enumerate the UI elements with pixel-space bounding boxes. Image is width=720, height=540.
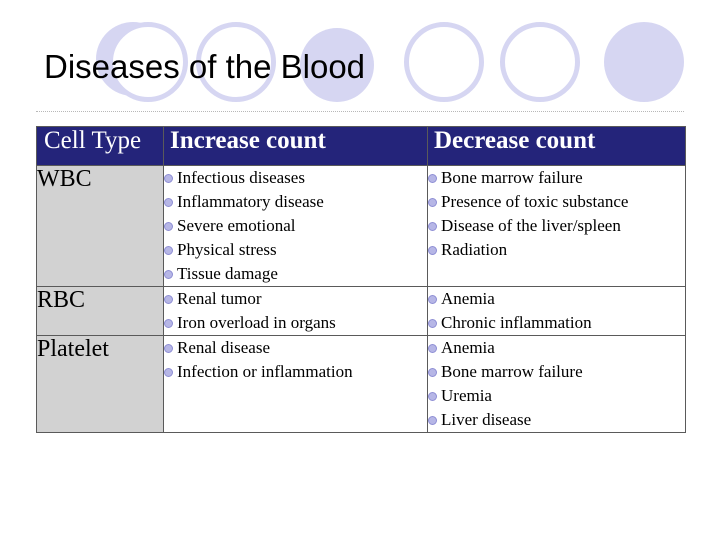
- header-decrease-count: Decrease count: [427, 126, 686, 166]
- increase-list: Infectious diseases Inflammatory disease…: [164, 166, 427, 286]
- cell-type-platelet: Platelet: [36, 335, 164, 433]
- bullet-dot-icon: [428, 221, 437, 231]
- table-header-row: Cell Type Increase count Decrease count: [36, 126, 686, 166]
- list-item: Presence of toxic substance: [428, 190, 685, 214]
- header-cell-type: Cell Type: [36, 126, 164, 166]
- decorative-ring: [196, 22, 276, 102]
- decrease-cell: Anemia Chronic inflammation: [427, 286, 686, 336]
- decrease-list: Anemia Bone marrow failure Uremia Liver …: [428, 336, 685, 432]
- list-item: Infectious diseases: [164, 166, 427, 190]
- decrease-cell: Anemia Bone marrow failure Uremia Liver …: [427, 335, 686, 433]
- list-item-text: Bone marrow failure: [441, 362, 583, 381]
- bullet-dot-icon: [428, 245, 437, 255]
- bullet-dot-icon: [164, 367, 173, 377]
- bullet-dot-icon: [164, 318, 173, 328]
- list-item-text: Inflammatory disease: [177, 192, 324, 211]
- list-item: Renal disease: [164, 336, 427, 360]
- blood-diseases-table: Cell Type Increase count Decrease count …: [36, 126, 686, 433]
- bullet-dot-icon: [164, 221, 173, 231]
- table-row: RBC Renal tumor Iron overload in organs …: [36, 286, 686, 336]
- list-item: Chronic inflammation: [428, 311, 685, 335]
- slide-title: Diseases of the Blood: [44, 48, 366, 85]
- list-item: Physical stress: [164, 238, 427, 262]
- cell-type-wbc: WBC: [36, 165, 164, 287]
- decorative-circle: [604, 22, 684, 102]
- list-item-text: Radiation: [441, 240, 508, 259]
- increase-list: Renal disease Infection or inflammation: [164, 336, 427, 384]
- list-item: Bone marrow failure: [428, 360, 685, 384]
- list-item: Renal tumor: [164, 287, 427, 311]
- list-item-text: Anemia: [441, 338, 495, 357]
- decrease-cell: Bone marrow failure Presence of toxic su…: [427, 165, 686, 287]
- bullet-dot-icon: [428, 391, 437, 401]
- list-item-text: Bone marrow failure: [441, 168, 583, 187]
- bullet-dot-icon: [428, 343, 437, 353]
- list-item: Anemia: [428, 336, 685, 360]
- list-item-text: Chronic inflammation: [441, 313, 592, 332]
- list-item-text: Severe emotional: [177, 216, 296, 235]
- list-item-text: Infectious diseases: [177, 168, 305, 187]
- list-item-text: Presence of toxic substance: [441, 192, 629, 211]
- decorative-circle: [300, 28, 374, 102]
- list-item: Bone marrow failure: [428, 166, 685, 190]
- list-item-text: Tissue damage: [177, 264, 278, 283]
- list-item: Tissue damage: [164, 262, 427, 286]
- list-item-text: Infection or inflammation: [177, 362, 353, 381]
- list-item: Disease of the liver/spleen: [428, 214, 685, 238]
- bullet-dot-icon: [428, 318, 437, 328]
- list-item-text: Anemia: [441, 289, 495, 308]
- bullet-dot-icon: [428, 367, 437, 377]
- decrease-list: Bone marrow failure Presence of toxic su…: [428, 166, 685, 262]
- list-item-text: Iron overload in organs: [177, 313, 336, 332]
- decorative-ring: [500, 22, 580, 102]
- list-item: Infection or inflammation: [164, 360, 427, 384]
- bullet-dot-icon: [428, 415, 437, 425]
- bullet-dot-icon: [428, 173, 437, 183]
- increase-cell: Renal tumor Iron overload in organs: [163, 286, 428, 336]
- bullet-dot-icon: [428, 197, 437, 207]
- bullet-dot-icon: [164, 197, 173, 207]
- list-item: Radiation: [428, 238, 685, 262]
- list-item: Uremia: [428, 384, 685, 408]
- list-item-text: Disease of the liver/spleen: [441, 216, 621, 235]
- cell-type-rbc: RBC: [36, 286, 164, 336]
- bullet-dot-icon: [164, 269, 173, 279]
- decorative-ring: [108, 22, 188, 102]
- increase-cell: Renal disease Infection or inflammation: [163, 335, 428, 433]
- bullet-dot-icon: [164, 294, 173, 304]
- decrease-list: Anemia Chronic inflammation: [428, 287, 685, 335]
- list-item-text: Physical stress: [177, 240, 277, 259]
- list-item: Iron overload in organs: [164, 311, 427, 335]
- list-item-text: Uremia: [441, 386, 492, 405]
- list-item-text: Renal tumor: [177, 289, 262, 308]
- bullet-dot-icon: [428, 294, 437, 304]
- title-divider: [36, 111, 684, 112]
- decorative-ring: [404, 22, 484, 102]
- list-item-text: Liver disease: [441, 410, 532, 429]
- header-increase-count: Increase count: [163, 126, 428, 166]
- list-item: Anemia: [428, 287, 685, 311]
- bullet-dot-icon: [164, 343, 173, 353]
- list-item: Liver disease: [428, 408, 685, 432]
- list-item: Inflammatory disease: [164, 190, 427, 214]
- list-item-text: Renal disease: [177, 338, 270, 357]
- list-item: Severe emotional: [164, 214, 427, 238]
- table-row: WBC Infectious diseases Inflammatory dis…: [36, 165, 686, 287]
- increase-cell: Infectious diseases Inflammatory disease…: [163, 165, 428, 287]
- bullet-dot-icon: [164, 173, 173, 183]
- increase-list: Renal tumor Iron overload in organs: [164, 287, 427, 335]
- table-row: Platelet Renal disease Infection or infl…: [36, 335, 686, 433]
- bullet-dot-icon: [164, 245, 173, 255]
